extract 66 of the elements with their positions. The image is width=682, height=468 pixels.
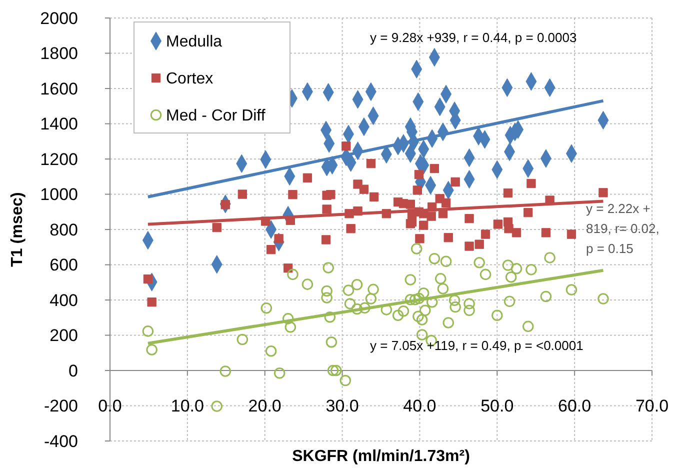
point	[266, 245, 276, 254]
y-tick-label: 600	[50, 256, 78, 275]
point	[359, 184, 369, 194]
y-tick-label: 2000	[40, 8, 78, 28]
point	[450, 177, 460, 186]
y-tick-label: 400	[50, 290, 78, 310]
point	[212, 222, 222, 232]
point	[414, 170, 424, 180]
x-axis-title: SKGFR (ml/min/1.73m²)	[292, 448, 470, 465]
point	[444, 233, 453, 242]
y-tick-label: -200	[44, 396, 78, 416]
annotation: y = 2.22x + 819, r= 0.02, p = 0.15	[586, 201, 660, 256]
point	[238, 190, 247, 199]
y-tick-label: 1800	[40, 44, 78, 64]
point	[541, 228, 551, 238]
x-tick-label: 60.0	[558, 396, 592, 416]
point	[346, 224, 356, 234]
point	[342, 142, 351, 151]
y-tick-label: 1000	[40, 185, 78, 204]
y-axis-title: T1 (msec)	[9, 192, 26, 267]
point	[474, 240, 484, 249]
x-tick-label: 40.0	[403, 396, 436, 416]
point	[504, 224, 514, 234]
point	[503, 188, 513, 198]
point	[326, 190, 336, 200]
annotation: y = 9.28x +939, r = 0.44, p = 0.0003	[370, 30, 577, 45]
y-tick-label: -400	[44, 432, 78, 451]
y-tick-label: 1200	[40, 150, 78, 169]
x-tick-label: 10.0	[170, 396, 204, 416]
legend-label: Cortex	[166, 70, 214, 88]
y-tick-label: 1400	[40, 114, 78, 134]
point	[526, 178, 536, 188]
point	[566, 230, 576, 239]
y-tick-label: 0	[68, 361, 78, 380]
x-tick-label: 30.0	[326, 396, 359, 416]
legend-label: Medulla	[166, 34, 222, 51]
point	[415, 234, 424, 244]
point	[302, 173, 312, 182]
point	[426, 212, 436, 221]
point	[147, 298, 156, 307]
point	[464, 242, 474, 251]
y-tick-label: 1600	[40, 79, 78, 98]
point	[419, 220, 428, 230]
point	[480, 230, 490, 239]
x-tick-label: 0.0	[98, 396, 122, 416]
point	[441, 198, 451, 208]
point	[464, 214, 474, 224]
y-tick-label: 200	[50, 326, 78, 346]
x-tick-label: 50.0	[480, 396, 514, 416]
x-tick-label: 20.0	[248, 396, 282, 416]
legend-label: Med - Cor Diff	[166, 108, 266, 125]
point	[512, 228, 522, 238]
x-tick-label: 70.0	[635, 396, 669, 416]
point	[406, 200, 416, 209]
y-tick-label: 800	[50, 220, 78, 240]
point	[369, 192, 379, 202]
point	[524, 208, 533, 218]
point	[412, 186, 422, 195]
point	[322, 204, 332, 214]
annotation: y = 7.05x +119, r = 0.49, p = <0.0001	[370, 338, 584, 353]
point	[493, 220, 502, 229]
point	[321, 235, 331, 244]
point	[288, 190, 298, 200]
point	[598, 188, 608, 198]
point	[430, 164, 440, 174]
point	[366, 159, 376, 168]
